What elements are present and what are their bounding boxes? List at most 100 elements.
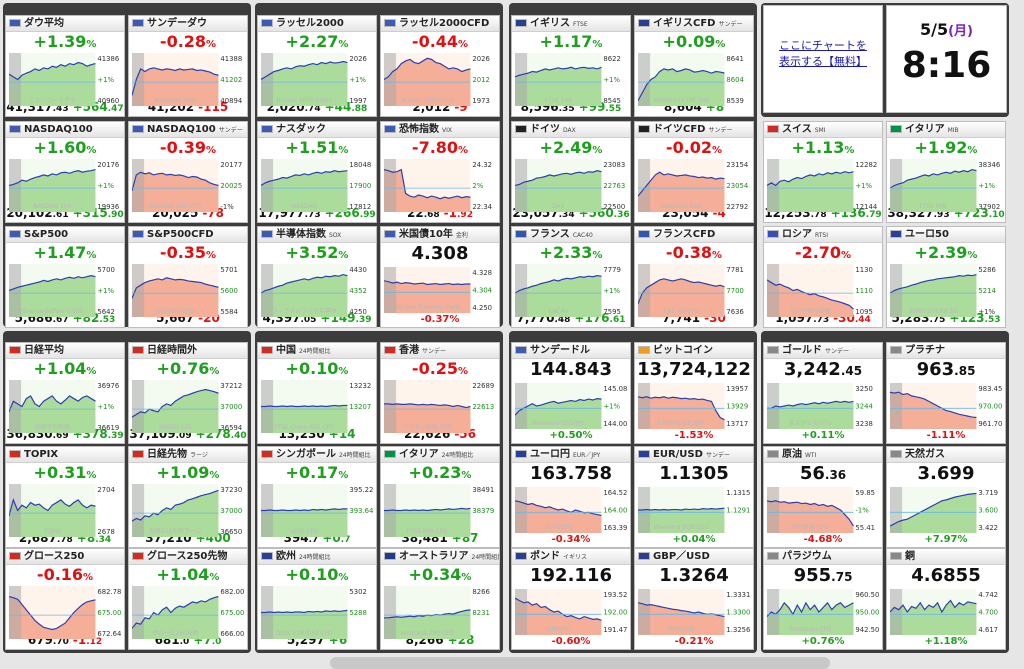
market-tile[interactable]: ダウ平均 +1.39% 41,317.43 +564.47 41386 +1% 40960 ニ…	[5, 15, 125, 117]
tile-header[interactable]: 日経先物 ラージ	[129, 447, 247, 463]
tile-header[interactable]: ラッセル2000	[258, 16, 376, 32]
tile-header[interactable]: ロシア RTSI	[764, 227, 882, 243]
change-points-decimal: .53	[984, 315, 1001, 325]
tile-header[interactable]: イタリア MIB	[887, 122, 1005, 138]
tile-header[interactable]: ゴールド サンデー	[764, 343, 882, 359]
tile-header[interactable]: ユーロ50	[887, 227, 1005, 243]
market-tile[interactable]: EUR/USD サンデー 1.1305 +0.04% 1.1315 1.1291 Weeke…	[634, 446, 754, 548]
market-tile[interactable]: サンデードル 144.843 +0.50% 145.08 +1% 144.00 Weeken…	[511, 342, 631, 444]
market-tile[interactable]: ナスダック +1.51% 17,977.73 +266.99 18048 17900 178…	[257, 121, 377, 223]
market-tile[interactable]: グロース250 -0.16% 679.70 -1.12 682.78 675.00 672.…	[5, 548, 125, 650]
tile-header[interactable]: ドイツ DAX	[512, 122, 630, 138]
tile-header[interactable]: 原油 WTI	[764, 447, 882, 463]
market-tile[interactable]: フランスCFD -0.38% 7,741 -30 7781 7700 7636 CAC 40 …	[634, 226, 754, 328]
market-tile[interactable]: パラジウム 955.75 +0.76% 960.50 950.00 942.50 Palla…	[763, 548, 883, 650]
tile-label: オーストラリア	[399, 551, 469, 562]
tile-header[interactable]: サンデードル	[512, 343, 630, 359]
tile-header[interactable]: ドイツCFD サンデー	[635, 122, 753, 138]
market-tile[interactable]: イタリア 24時間組比 +0.23% 38,481 +87 38491 38379 FTSE …	[380, 446, 500, 548]
market-tile[interactable]: プラチナ 963.85 -1.11% 983.45 970.00 961.70	[886, 342, 1006, 444]
market-tile[interactable]: ラッセル2000CFD -0.44% 2,012 -9 2026 2012 1973 Russ…	[380, 15, 500, 117]
tile-header[interactable]: イギリスCFD サンデー	[635, 16, 753, 32]
chart-link[interactable]: ここにチャートを 表示する【無料】	[767, 38, 879, 70]
market-tile[interactable]: ロシア RTSI -2.70% 1,097.73 -30.44 1130 1110 1095 ロ…	[763, 226, 883, 328]
tile-header[interactable]: プラチナ	[887, 343, 1005, 359]
tile-header[interactable]: NASDAQ100	[6, 122, 124, 138]
market-tile[interactable]: ユーロ50 +2.39% 5,283.75 +123.53 5286 5214 +1% EUR…	[886, 226, 1006, 328]
tile-header[interactable]: 中国 24時間組比	[258, 343, 376, 359]
market-tile[interactable]: ドイツCFD サンデー -0.02% 23,054 -4 23154 23054 22792 W…	[634, 121, 754, 223]
market-tile[interactable]: 日経時間外 +0.76% 37,109.09 +278.40 37212 37000 365…	[128, 342, 248, 444]
market-tile[interactable]: イギリスCFD サンデー +0.09% 8,604 +8 8641 8604 8539 Week…	[634, 15, 754, 117]
tile-header[interactable]: オーストラリア 24時間組比	[381, 549, 499, 565]
chart-link-line2[interactable]: 表示する【無料】	[779, 55, 867, 68]
tile-header[interactable]: ポンド イギリス	[512, 549, 630, 565]
tile-header[interactable]: GBP／USD	[635, 549, 753, 565]
market-tile[interactable]: サンデーダウ -0.28% 41,202 -115 41388 41202 40894 Wee…	[128, 15, 248, 117]
market-tile[interactable]: イタリア MIB +1.92% 38,327.93 +723.10 38346 +1% 379…	[886, 121, 1006, 223]
tile-header[interactable]: ユーロ円 EUR／JPY	[512, 447, 630, 463]
market-tile[interactable]: 天然ガス 3.699 +7.97% 3.719 3.600 3.422	[886, 446, 1006, 548]
market-tile[interactable]: 中国 24時間組比 +0.10% 13,230 +14 13232 13207 FTSE Ch…	[257, 342, 377, 444]
market-tile[interactable]: NASDAQ100 サンデー -0.39% 20,025 -78 20177 20025 -1…	[128, 121, 248, 223]
market-tile[interactable]: オーストラリア 24時間組比 +0.34% 8,266 +28 8266 8231 Austr…	[380, 548, 500, 650]
tile-header[interactable]: イギリス FTSE	[512, 16, 630, 32]
tile-header[interactable]: スイス SMI	[764, 122, 882, 138]
market-tile[interactable]: フランス CAC40 +2.33% 7,770.48 +176.61 7779 +1% 759…	[511, 226, 631, 328]
market-tile[interactable]: 米国債10年 金利 4.308 -0.37% 4.328 4.304 4.250 10-Yea…	[380, 226, 500, 328]
bottom-scrollbar[interactable]	[330, 657, 830, 669]
tile-header[interactable]: 欧州 24時間組比	[258, 549, 376, 565]
market-tile[interactable]: NASDAQ100 +1.60% 20,102.61 +315.90 20176 +1% 1…	[5, 121, 125, 223]
market-tile[interactable]: ユーロ円 EUR／JPY 163.758 -0.34% 164.52 164.00 163.…	[511, 446, 631, 548]
tile-header[interactable]: 香港 サンデー	[381, 343, 499, 359]
market-tile[interactable]: ドイツ DAX +2.49% 23,057.34 +560.36 23083 22763 22…	[511, 121, 631, 223]
market-tile[interactable]: S&P500CFD -0.35% 5,667 -20 5701 5600 5584 S&P50…	[128, 226, 248, 328]
market-tile[interactable]: 半導体指数 SOX +3.52% 4,397.05 +149.39 4430 4352 425…	[257, 226, 377, 328]
tile-header[interactable]: ラッセル2000CFD	[381, 16, 499, 32]
tile-header[interactable]: EUR/USD サンデー	[635, 447, 753, 463]
market-tile[interactable]: ラッセル2000 +2.27% 2,020.74 +44.88 2026 +1% 1997 R…	[257, 15, 377, 117]
market-tile[interactable]: 香港 サンデー -0.25% 22,626 -56 22689 22613 ハンセン指数 CF…	[380, 342, 500, 444]
market-tile[interactable]: 日経平均 +1.04% 36,830.69 +378.39 36976 +1% 36619 日…	[5, 342, 125, 444]
market-tile[interactable]: 欧州 24時間組比 +0.10% 5,297 +6 5302 5288 DOW EURO 50…	[257, 548, 377, 650]
market-tile[interactable]: S&P500 +1.47% 5,686.67 +82.53 5700 +1% 5642 Sta…	[5, 226, 125, 328]
market-tile[interactable]: GBP／USD 1.3264 -0.21% 1.3331 1.3300 1.3256 GBP…	[634, 548, 754, 650]
tile-header[interactable]: ダウ平均	[6, 16, 124, 32]
market-tile[interactable]: ポンド イギリス 192.116 -0.60% 193.52 192.00 191.47 GB…	[511, 548, 631, 650]
market-tile[interactable]: ビットコイン 13,724,122 -1.53% 13957 13929 13717 CRY…	[634, 342, 754, 444]
tile-header[interactable]: ナスダック	[258, 122, 376, 138]
tile-header[interactable]: サンデーダウ	[129, 16, 247, 32]
market-tile[interactable]: 日経先物 ラージ +1.09% 37,210 +400 37230 37000 36650 日経…	[128, 446, 248, 548]
tile-header[interactable]: 半導体指数 SOX	[258, 227, 376, 243]
market-tile[interactable]: 恐怖指数 VIX -7.80% 22.68 -1.92 24.32 2% 22.34	[380, 121, 500, 223]
tile-header[interactable]: グロース250先物	[129, 549, 247, 565]
market-tile[interactable]: イギリス FTSE +1.17% 8,596.35 +99.55 8622 +1% 8545 F…	[511, 15, 631, 117]
tile-header[interactable]: S&P500	[6, 227, 124, 243]
market-tile[interactable]: グロース250先物 +1.04% 681.0 +7.0 682.00 675.00 666.…	[128, 548, 248, 650]
tile-header[interactable]: 米国債10年 金利	[381, 227, 499, 243]
chart-link-line1[interactable]: ここにチャートを	[779, 39, 867, 52]
tile-header[interactable]: 天然ガス	[887, 447, 1005, 463]
tile-header[interactable]: 恐怖指数 VIX	[381, 122, 499, 138]
market-tile[interactable]: 銅 4.6855 +1.18% 4.742 4.700 4.617	[886, 548, 1006, 650]
tile-header[interactable]: ビットコイン	[635, 343, 753, 359]
market-tile[interactable]: 原油 WTI 56.36 -4.68% 59.85 -1% 55.41 WTI原油 CFD	[763, 446, 883, 548]
tile-header[interactable]: フランス CAC40	[512, 227, 630, 243]
market-tile[interactable]: ゴールド サンデー 3,242.45 +0.11% 3250 3244 3238 金スポット/…	[763, 342, 883, 444]
market-tile[interactable]: TOPIX +0.31% 2,687.78 +8.34 2704 2678 TOPIX	[5, 446, 125, 548]
chart-line	[515, 398, 602, 416]
tile-header[interactable]: フランスCFD	[635, 227, 753, 243]
tile-header[interactable]: S&P500CFD	[129, 227, 247, 243]
tile-header[interactable]: シンガポール 24時間組比	[258, 447, 376, 463]
chart-link-card[interactable]: ここにチャートを 表示する【無料】	[763, 5, 883, 113]
tile-header[interactable]: 銅	[887, 549, 1005, 565]
market-tile[interactable]: シンガポール 24時間組比 +0.17% 394.7 +0.7 395.22 393.64 s…	[257, 446, 377, 548]
market-tile[interactable]: スイス SMI +1.13% 12,253.78 +136.79 12282 +1% 1214…	[763, 121, 883, 223]
tile-header[interactable]: TOPIX	[6, 447, 124, 463]
tile-header[interactable]: NASDAQ100 サンデー	[129, 122, 247, 138]
tile-header[interactable]: パラジウム	[764, 549, 882, 565]
tile-header[interactable]: グロース250	[6, 549, 124, 565]
tile-header[interactable]: 日経平均	[6, 343, 124, 359]
tile-header[interactable]: 日経時間外	[129, 343, 247, 359]
tile-header[interactable]: イタリア 24時間組比	[381, 447, 499, 463]
